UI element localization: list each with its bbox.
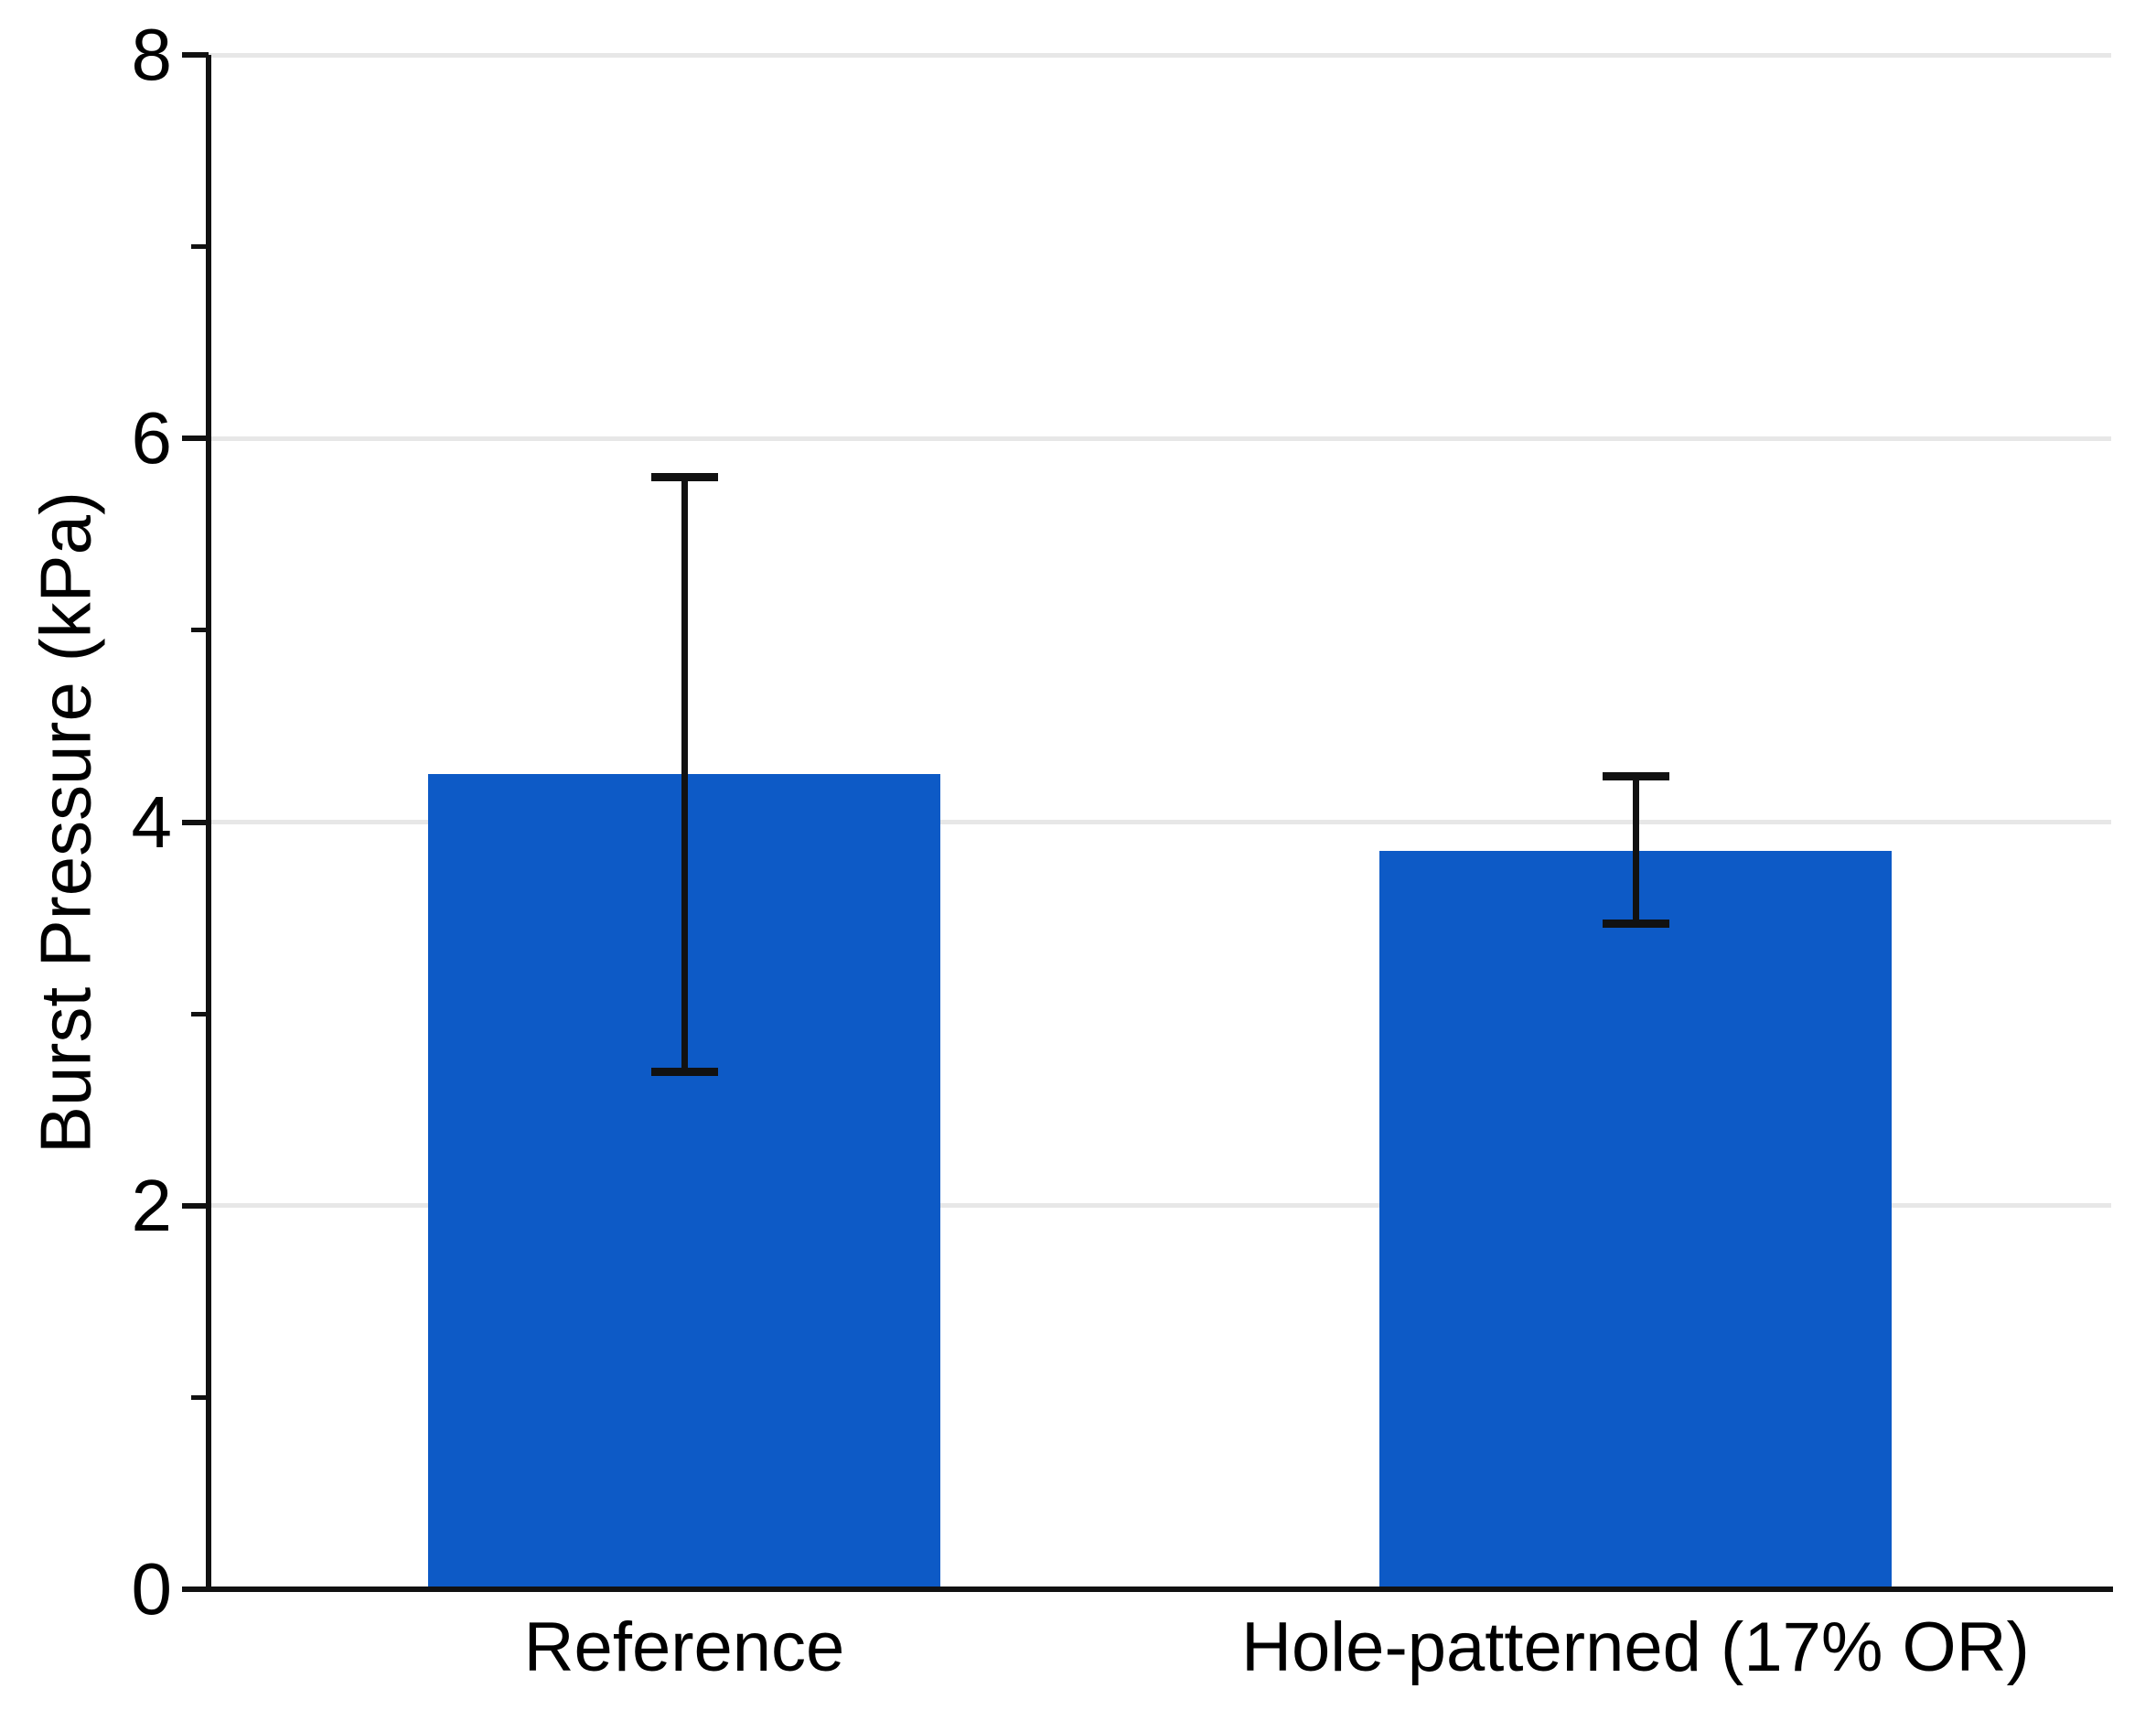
y-tick-label-0: 0 bbox=[131, 1548, 173, 1630]
y-tick-label-6: 6 bbox=[131, 397, 173, 479]
y-minor-tick-3 bbox=[191, 1011, 209, 1016]
y-minor-tick-7 bbox=[191, 244, 209, 250]
gridline-y6 bbox=[209, 436, 2111, 441]
error-bar-cap-top-1 bbox=[1602, 771, 1669, 780]
y-axis-spine bbox=[206, 55, 211, 1592]
y-major-tick-0 bbox=[182, 1587, 209, 1592]
y-major-tick-8 bbox=[182, 52, 209, 58]
y-major-tick-2 bbox=[182, 1202, 209, 1209]
x-tick-label-1: Hole-patterned (17% OR) bbox=[1241, 1608, 2030, 1686]
gridline-y8 bbox=[209, 52, 2111, 58]
y-tick-label-8: 8 bbox=[131, 14, 173, 95]
y-major-tick-6 bbox=[182, 436, 209, 442]
x-tick-label-0: Reference bbox=[523, 1608, 845, 1686]
y-minor-tick-1 bbox=[191, 1394, 209, 1400]
y-tick-label-2: 2 bbox=[131, 1164, 173, 1246]
gridline-y4 bbox=[209, 820, 2111, 824]
error-bar-cap-bottom-1 bbox=[1602, 920, 1669, 929]
plot-area bbox=[209, 52, 2111, 1589]
y-tick-label-4: 4 bbox=[131, 780, 173, 863]
error-bar-line-0 bbox=[681, 477, 688, 1071]
y-minor-tick-5 bbox=[191, 628, 209, 633]
error-bar-cap-top-0 bbox=[650, 472, 718, 481]
error-bar-cap-bottom-0 bbox=[650, 1067, 718, 1076]
error-bar-line-1 bbox=[1632, 776, 1639, 924]
y-major-tick-4 bbox=[182, 819, 209, 825]
bar-1 bbox=[1379, 850, 1892, 1589]
gridline-y2 bbox=[209, 1203, 2111, 1209]
x-axis-spine bbox=[206, 1587, 2113, 1592]
